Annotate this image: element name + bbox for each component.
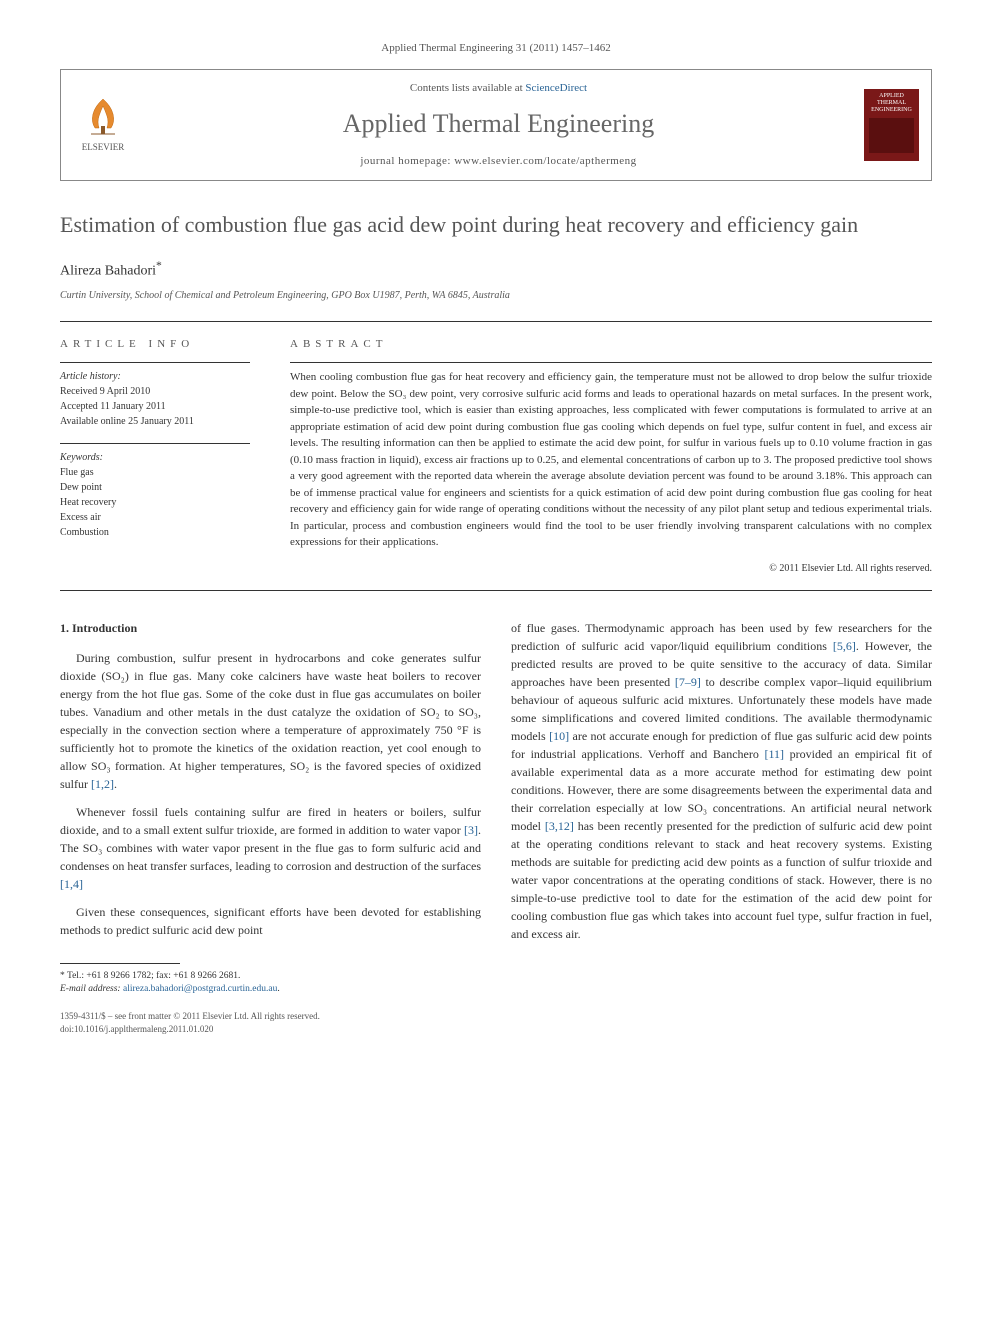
journal-homepage: journal homepage: www.elsevier.com/locat…: [133, 153, 864, 170]
abstract-heading: ABSTRACT: [290, 336, 932, 353]
author-marker: *: [156, 259, 162, 272]
body-columns: 1. Introduction During combustion, sulfu…: [60, 619, 932, 1036]
bottom-metadata: 1359-4311/$ – see front matter © 2011 El…: [60, 1010, 481, 1035]
ref-1-4[interactable]: [1,4]: [60, 877, 83, 891]
p1-end: .: [114, 777, 117, 791]
keyword: Dew point: [60, 480, 260, 495]
keywords-label: Keywords:: [60, 450, 260, 465]
info-abstract-row: ARTICLE INFO Article history: Received 9…: [60, 336, 932, 576]
paragraph-2: Whenever fossil fuels containing sulfur …: [60, 803, 481, 893]
corresponding-footnote: * Tel.: +61 8 9266 1782; fax: +61 8 9266…: [60, 970, 481, 997]
header-center: Contents lists available at ScienceDirec…: [133, 80, 864, 170]
abstract-rule: [290, 362, 932, 363]
history-label: Article history:: [60, 369, 260, 384]
journal-cover-thumbnail: APPLIED THERMAL ENGINEERING: [864, 89, 919, 161]
email-link[interactable]: alireza.bahadori@postgrad.curtin.edu.au: [123, 984, 277, 994]
article-info-column: ARTICLE INFO Article history: Received 9…: [60, 336, 260, 576]
ref-11[interactable]: [11]: [764, 747, 784, 761]
sciencedirect-link[interactable]: ScienceDirect: [525, 82, 587, 94]
footnote-separator: [60, 963, 180, 964]
section-1-heading: 1. Introduction: [60, 619, 481, 637]
author-text: Alireza Bahadori: [60, 264, 156, 279]
journal-reference: Applied Thermal Engineering 31 (2011) 14…: [60, 40, 932, 57]
footnote-email: E-mail address: alireza.bahadori@postgra…: [60, 983, 481, 996]
cover-title-line1: APPLIED: [879, 93, 904, 100]
keyword: Excess air: [60, 510, 260, 525]
rule-bottom: [60, 590, 932, 591]
cover-title-line3: ENGINEERING: [871, 107, 912, 114]
abstract-column: ABSTRACT When cooling combustion flue ga…: [290, 336, 932, 576]
p4f: has been recently presented for the pred…: [511, 819, 932, 941]
paragraph-1: During combustion, sulfur present in hyd…: [60, 649, 481, 793]
keyword: Combustion: [60, 525, 260, 540]
keyword: Flue gas: [60, 465, 260, 480]
info-rule-1: [60, 362, 250, 363]
article-title: Estimation of combustion flue gas acid d…: [60, 211, 932, 240]
contents-prefix: Contents lists available at: [410, 82, 525, 94]
p1-text: During combustion, sulfur present in hyd…: [60, 651, 481, 791]
ref-7-9[interactable]: [7–9]: [675, 675, 701, 689]
email-label: E-mail address:: [60, 984, 121, 994]
article-history: Article history: Received 9 April 2010 A…: [60, 369, 260, 429]
keywords-block: Keywords: Flue gas Dew point Heat recove…: [60, 450, 260, 540]
publisher-logo: ELSEVIER: [73, 90, 133, 160]
footnote-tel: * Tel.: +61 8 9266 1782; fax: +61 8 9266…: [60, 970, 481, 983]
ref-1-2[interactable]: [1,2]: [91, 777, 114, 791]
footnote-tel-text: Tel.: +61 8 9266 1782; fax: +61 8 9266 2…: [65, 971, 241, 981]
ref-3[interactable]: [3]: [464, 823, 478, 837]
article-info-heading: ARTICLE INFO: [60, 336, 260, 353]
elsevier-tree-icon: [83, 94, 123, 139]
left-column: 1. Introduction During combustion, sulfu…: [60, 619, 481, 1036]
abstract-copyright: © 2011 Elsevier Ltd. All rights reserved…: [290, 561, 932, 576]
right-column: of flue gases. Thermodynamic approach ha…: [511, 619, 932, 1036]
ref-5-6[interactable]: [5,6]: [833, 639, 856, 653]
issn-copyright: 1359-4311/$ – see front matter © 2011 El…: [60, 1010, 481, 1023]
paragraph-3: Given these consequences, significant ef…: [60, 903, 481, 939]
publisher-name: ELSEVIER: [82, 141, 125, 155]
ref-10[interactable]: [10]: [549, 729, 569, 743]
online-date: Available online 25 January 2011: [60, 414, 260, 429]
info-rule-2: [60, 443, 250, 444]
received-date: Received 9 April 2010: [60, 384, 260, 399]
rule-top: [60, 321, 932, 322]
cover-image-placeholder: [869, 118, 914, 153]
abstract-text: When cooling combustion flue gas for hea…: [290, 369, 932, 551]
contents-available: Contents lists available at ScienceDirec…: [133, 80, 864, 97]
p2-text: Whenever fossil fuels containing sulfur …: [60, 805, 481, 837]
journal-name: Applied Thermal Engineering: [133, 104, 864, 143]
doi: doi:10.1016/j.applthermaleng.2011.01.020: [60, 1023, 481, 1036]
author-name: Alireza Bahadori*: [60, 257, 932, 282]
homepage-prefix: journal homepage:: [360, 155, 454, 167]
homepage-url: www.elsevier.com/locate/apthermeng: [454, 155, 636, 167]
keyword: Heat recovery: [60, 495, 260, 510]
author-affiliation: Curtin University, School of Chemical an…: [60, 288, 932, 303]
ref-3-12[interactable]: [3,12]: [545, 819, 574, 833]
accepted-date: Accepted 11 January 2011: [60, 399, 260, 414]
paragraph-4: of flue gases. Thermodynamic approach ha…: [511, 619, 932, 943]
cover-title-line2: THERMAL: [877, 100, 906, 107]
journal-header: ELSEVIER Contents lists available at Sci…: [60, 69, 932, 181]
